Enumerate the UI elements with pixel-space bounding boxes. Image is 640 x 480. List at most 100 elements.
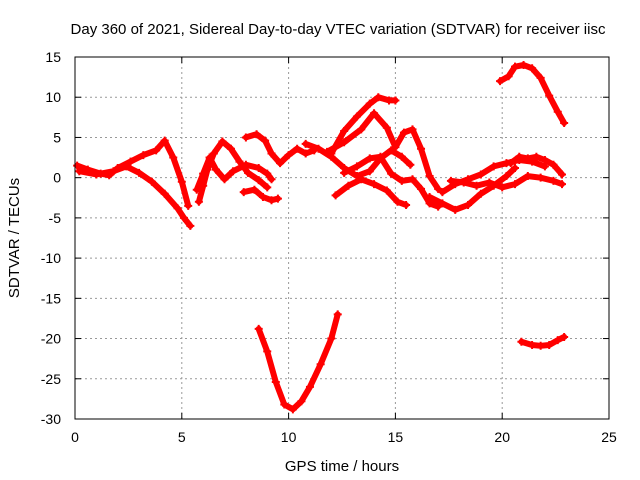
y-tick-label: -20	[41, 331, 61, 347]
data-point	[254, 176, 263, 185]
data-point	[511, 164, 520, 173]
data-point	[267, 149, 276, 158]
data-point	[267, 175, 276, 184]
data-point	[365, 167, 374, 176]
data-point	[387, 169, 396, 178]
x-tick-label: 10	[281, 429, 297, 445]
data-point	[387, 146, 396, 155]
data-point	[241, 160, 250, 169]
data-point	[147, 177, 156, 186]
data-point	[254, 324, 263, 333]
data-point	[504, 72, 513, 81]
data-point	[397, 152, 406, 161]
data-point	[540, 155, 549, 164]
data-point	[382, 123, 391, 132]
data-point	[425, 192, 434, 201]
data-point	[517, 337, 526, 346]
data-point	[406, 160, 415, 169]
data-point	[344, 181, 353, 190]
data-point	[199, 169, 208, 178]
data-point	[92, 170, 101, 179]
data-point	[152, 146, 161, 155]
data-point	[297, 397, 306, 406]
data-point	[254, 164, 263, 173]
data-point	[464, 201, 473, 210]
data-point	[209, 149, 218, 158]
series-track-17	[255, 311, 341, 413]
data-point	[476, 189, 485, 198]
data-point	[558, 180, 567, 189]
data-point	[218, 137, 227, 146]
data-point	[382, 186, 391, 195]
series-track-6	[240, 186, 281, 204]
y-axis-label: SDTVAR / TECUs	[6, 178, 23, 298]
data-point	[438, 199, 447, 208]
data-point	[139, 151, 148, 160]
data-point	[75, 167, 84, 176]
y-tick-label: -30	[41, 411, 61, 427]
data-point	[301, 149, 310, 158]
x-tick-label: 20	[494, 429, 510, 445]
data-point	[417, 184, 426, 193]
y-tick-label: 0	[53, 170, 61, 186]
data-point	[528, 64, 537, 73]
data-point	[109, 167, 118, 176]
data-point	[519, 61, 528, 70]
data-point	[177, 177, 186, 186]
data-point	[549, 176, 558, 185]
data-point	[314, 144, 323, 153]
data-point	[263, 169, 272, 178]
y-tick-label: -25	[41, 371, 61, 387]
data-point	[365, 99, 374, 108]
data-point	[276, 159, 285, 168]
data-point	[194, 197, 203, 206]
data-point	[284, 151, 293, 160]
data-point	[397, 176, 406, 185]
x-tick-label: 0	[71, 429, 79, 445]
data-point	[169, 153, 178, 162]
data-point	[472, 181, 481, 190]
data-point	[391, 96, 400, 105]
data-point	[250, 185, 259, 194]
series-track-3	[195, 138, 271, 205]
data-point	[553, 107, 562, 116]
data-point	[135, 168, 144, 177]
data-point	[391, 143, 400, 152]
axis-ticks: 0 5 10 15 20 25 -30 -25 -20 -15 -10 -5 0 5 10 15	[41, 49, 617, 445]
y-tick-label: 10	[45, 89, 61, 105]
data-point	[374, 93, 383, 102]
data-point	[536, 173, 545, 182]
x-tick-label: 25	[601, 429, 617, 445]
data-point	[258, 192, 267, 201]
data-point	[211, 165, 220, 174]
data-point	[370, 109, 379, 118]
data-point	[327, 334, 336, 343]
data-point	[408, 125, 417, 134]
data-point	[340, 168, 349, 177]
data-point	[446, 176, 455, 185]
grid	[75, 57, 609, 419]
data-point	[340, 138, 349, 147]
data-point	[179, 213, 188, 222]
data-point	[239, 188, 248, 197]
data-point	[126, 157, 135, 166]
series-track-14	[447, 173, 565, 191]
data-point	[333, 310, 342, 319]
chart-title: Day 360 of 2021, Sidereal Day-to-day VTE…	[71, 21, 606, 38]
data-point	[560, 332, 569, 341]
data-point	[528, 340, 537, 349]
data-point	[451, 205, 460, 214]
data-point	[235, 157, 244, 166]
data-point	[271, 377, 280, 386]
data-point	[331, 191, 340, 200]
series-track-10	[341, 153, 442, 210]
x-tick-label: 5	[178, 429, 186, 445]
data-point	[560, 118, 569, 127]
series-track-2	[76, 163, 194, 229]
x-tick-label: 15	[388, 429, 404, 445]
y-tick-label: 5	[53, 129, 61, 145]
data-point	[186, 221, 195, 230]
y-tick-label: -10	[41, 250, 61, 266]
data-point	[496, 77, 505, 86]
data-point	[523, 154, 532, 163]
